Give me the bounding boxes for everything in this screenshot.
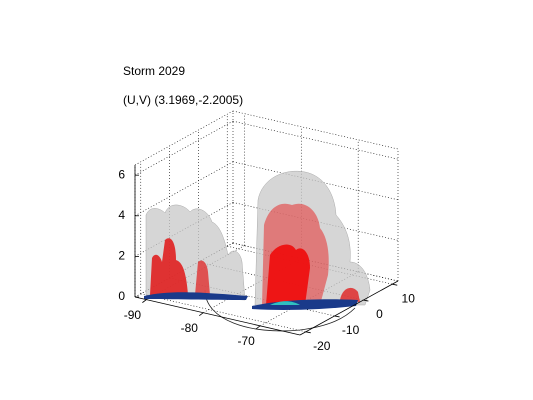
y-tick-label: -10: [342, 323, 360, 337]
x-axis: [134, 296, 301, 336]
base-layer: [252, 299, 358, 310]
z-tick-label: 6: [118, 167, 125, 181]
z-tick-label: 0: [118, 289, 125, 303]
box-edge: [232, 110, 399, 150]
y-tick: [392, 283, 398, 286]
storm-surfaces: [144, 170, 371, 332]
z-tick-label: 2: [118, 249, 125, 263]
grid-line: [140, 293, 306, 333]
inner-isosurface: [266, 244, 310, 305]
inner-isosurface: [150, 238, 188, 295]
axes: -90 -80 -70 -20 -10 0 10 0 2 4 6: [118, 165, 415, 353]
y-tick: [363, 299, 369, 302]
x-tick-label: -80: [181, 321, 199, 335]
grid-line: [232, 120, 399, 160]
inner-isosurface: [340, 287, 360, 302]
y-axis: [299, 280, 399, 336]
x-tick-label: -90: [124, 308, 142, 322]
coastline: [204, 289, 356, 332]
x-tick: [199, 312, 204, 317]
x-tick: [142, 299, 147, 303]
y-tick-label: -20: [313, 339, 331, 353]
y-tick-label: 0: [376, 307, 383, 321]
y-tick: [305, 331, 311, 334]
y-tick-label: 10: [402, 291, 416, 305]
grid-line: [134, 161, 234, 217]
grid-line: [134, 120, 234, 176]
base-layer: [270, 301, 300, 305]
box-edge: [134, 110, 234, 166]
inner-isosurface: [195, 260, 210, 295]
chart-subtitle: (U,V) (3.1969,-2.2005): [123, 93, 243, 107]
base-layer: [144, 292, 248, 300]
z-tick-label: 4: [118, 208, 125, 222]
x-tick: [255, 325, 261, 330]
chart-title: Storm 2029: [123, 64, 185, 78]
y-tick: [334, 315, 340, 318]
grid-line: [169, 277, 335, 317]
x-tick-label: -70: [238, 334, 256, 348]
